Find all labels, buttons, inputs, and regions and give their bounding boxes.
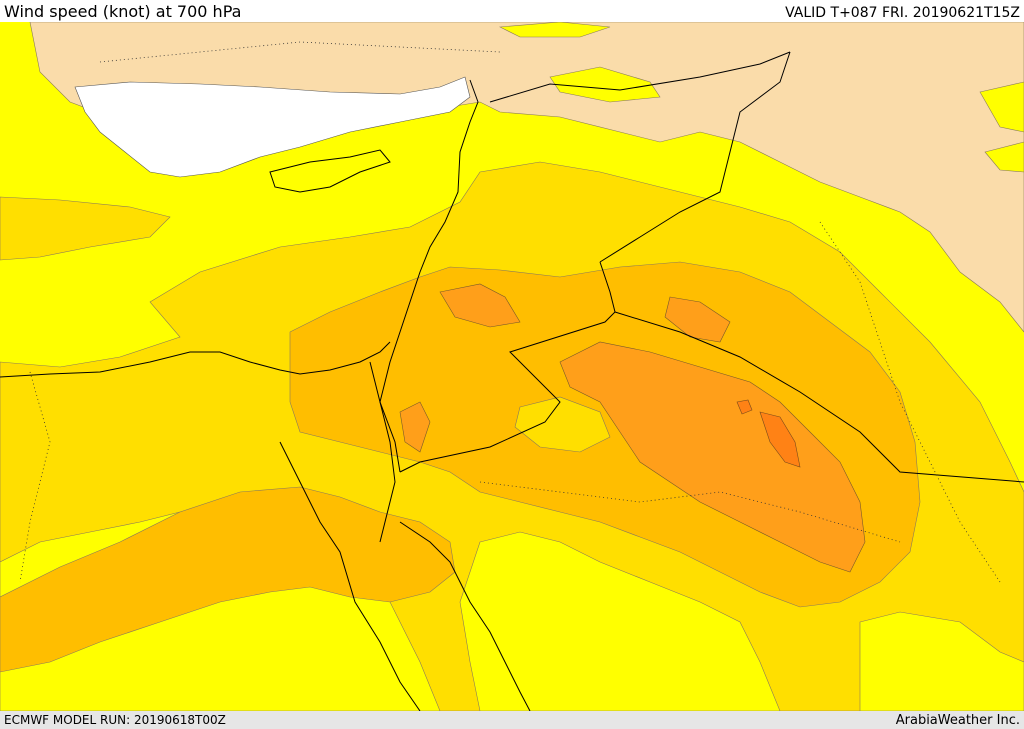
- credit-label: ArabiaWeather Inc.: [895, 713, 1020, 728]
- footer-bar: [0, 711, 1024, 729]
- border-syria-iraq: [599, 51, 791, 263]
- band-1-patch-north-4: [984, 141, 1024, 173]
- border-jordan-saudi: [399, 261, 616, 473]
- band-5-spot: [736, 399, 753, 415]
- levant-coastline: [379, 79, 479, 543]
- band-1-gap-3: [859, 611, 1024, 711]
- border-iraq-saudi: [614, 311, 1024, 483]
- wind-speed-map: [0, 22, 1024, 711]
- border-syria-turkey: [489, 51, 791, 103]
- band-4-jordan-valley: [399, 401, 431, 453]
- border-egypt-israel: [369, 361, 401, 473]
- band-1-patch-north-2: [498, 22, 611, 38]
- band-2-hole-1: [514, 396, 611, 453]
- egypt-coastline: [0, 341, 391, 378]
- admin-boundary-4: [99, 41, 501, 63]
- red-sea-coast-west: [279, 441, 421, 711]
- admin-boundary-1: [19, 371, 51, 583]
- band-1-patch-north-1: [549, 66, 661, 103]
- band-4-core: [559, 341, 866, 573]
- band-5-core: [759, 411, 801, 468]
- admin-boundary-2: [819, 221, 1001, 583]
- red-sea-coast-east: [399, 521, 531, 711]
- band-4-east: [664, 296, 731, 343]
- map-title: Wind speed (knot) at 700 hPa: [4, 2, 242, 21]
- band-3-sinai: [0, 486, 456, 673]
- band-4-north: [439, 283, 521, 328]
- model-run-label: ECMWF MODEL RUN: 20190618T00Z: [4, 713, 226, 727]
- valid-time: VALID T+087 FRI. 20190621T15Z: [785, 5, 1020, 21]
- band-1-patch-north-3: [979, 81, 1024, 133]
- sea-low-wind-area: [74, 76, 471, 178]
- header-bar: Wind speed (knot) at 700 hPa VALID T+087…: [0, 0, 1024, 22]
- cyprus-outline: [269, 149, 391, 193]
- band-2-west: [0, 196, 171, 261]
- band-1-gap-2: [459, 531, 781, 711]
